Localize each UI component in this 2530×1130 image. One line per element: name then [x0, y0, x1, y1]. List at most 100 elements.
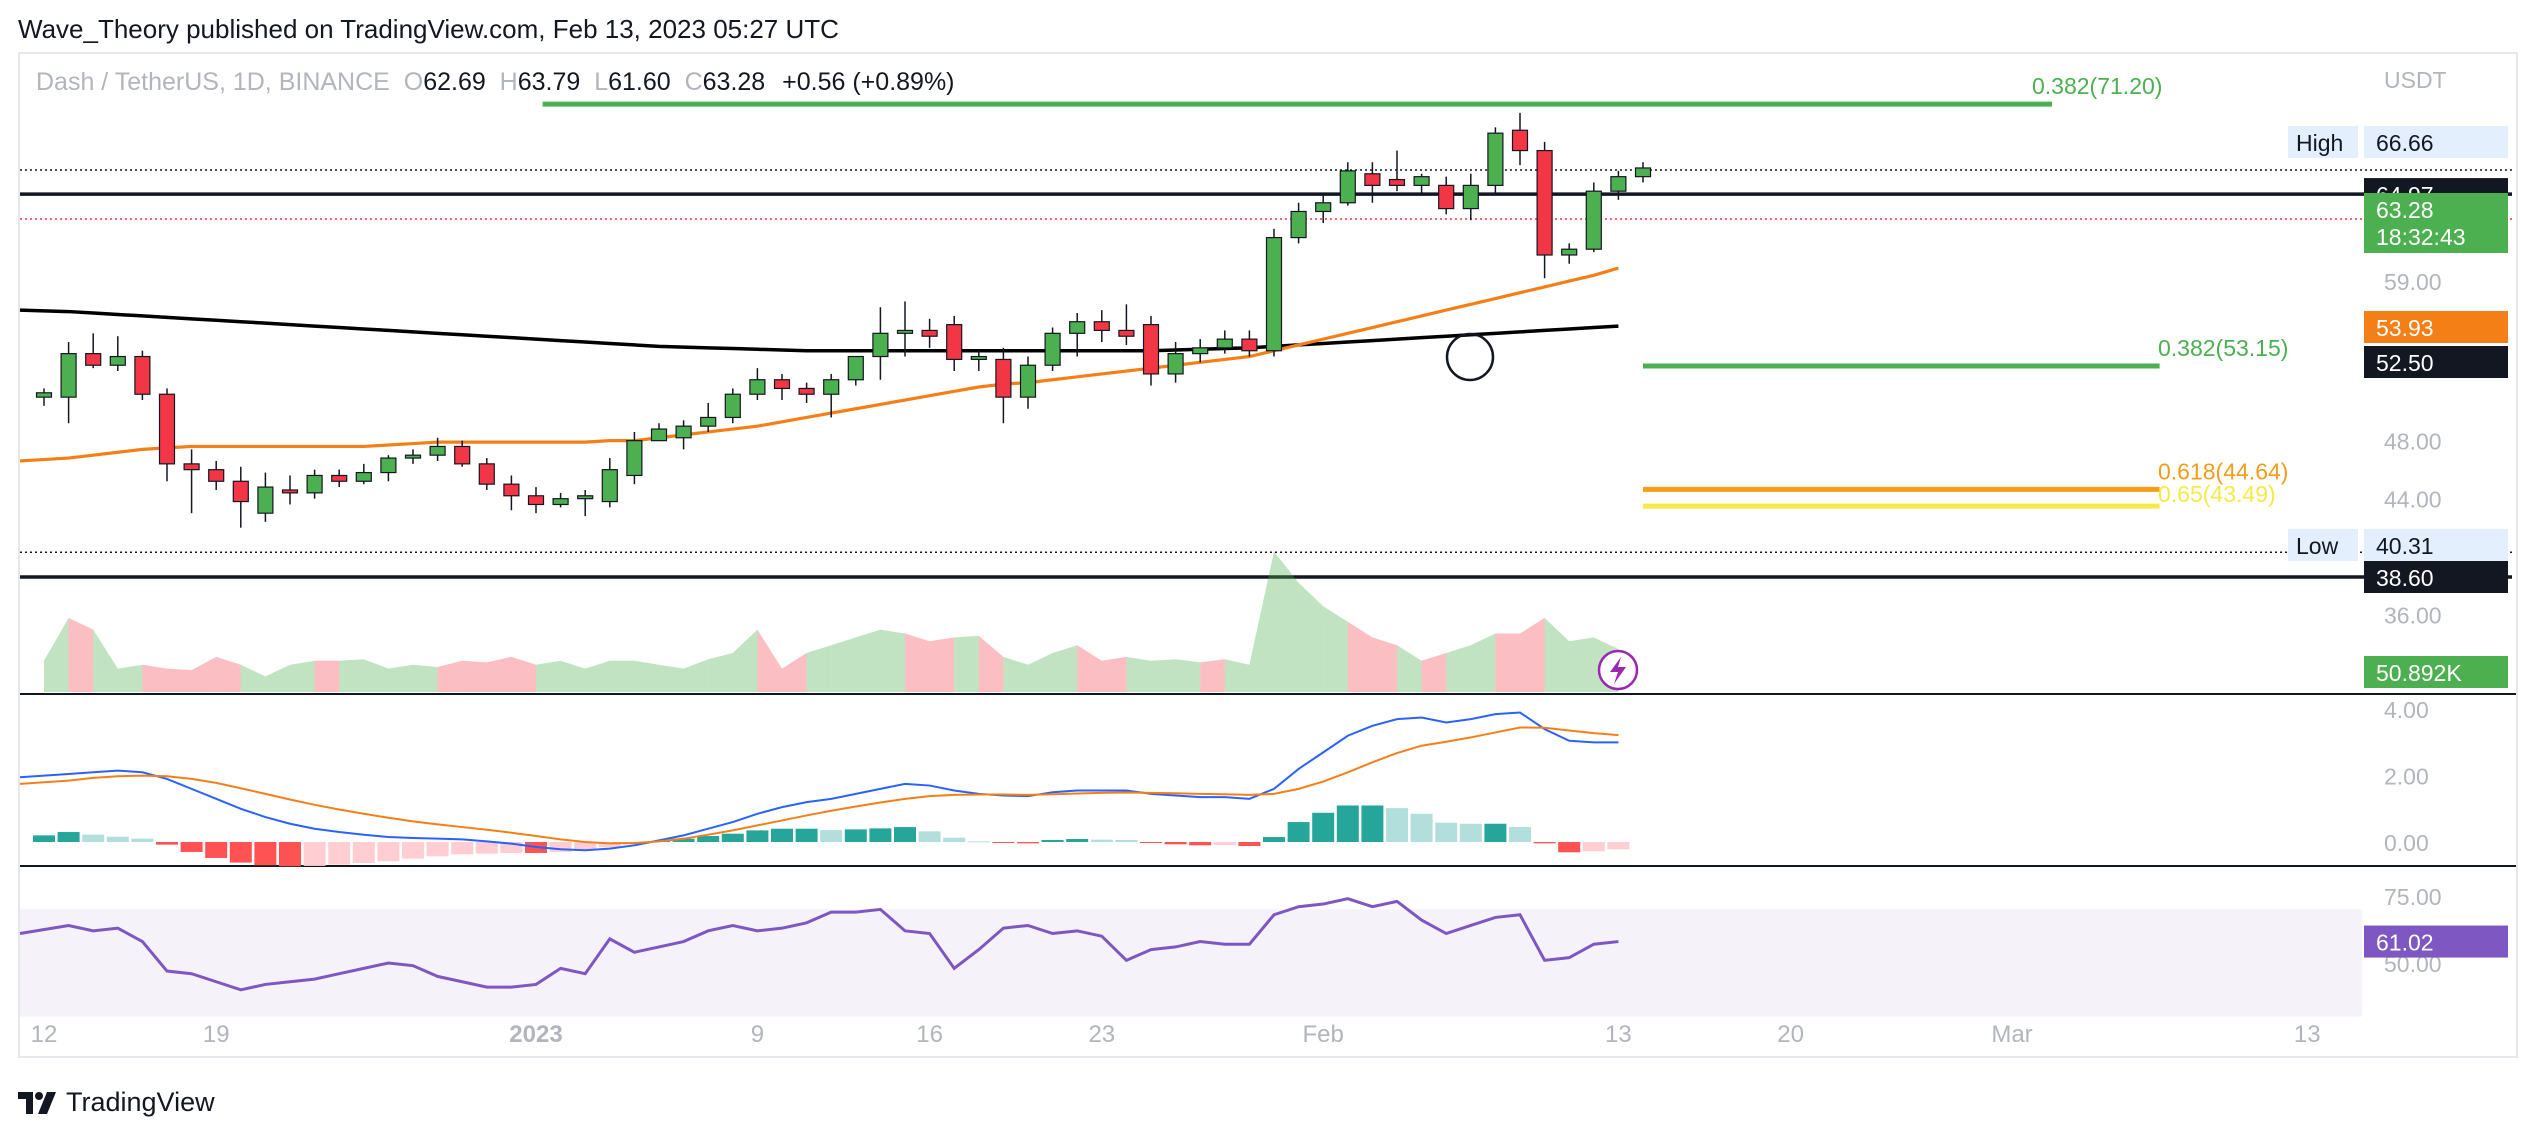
macd-histogram-bar	[1484, 823, 1507, 842]
volume-area-segment	[1569, 637, 1594, 692]
tradingview-brand: TradingView	[66, 1087, 215, 1117]
volume-area-segment	[708, 653, 733, 692]
volume-area-segment	[1101, 656, 1127, 692]
macd-histogram-bar	[1238, 842, 1261, 846]
macd-histogram-bar	[894, 827, 916, 842]
macd-histogram-bar	[795, 828, 818, 842]
volume-area-segment	[757, 629, 782, 692]
volume-area-segment	[1151, 659, 1176, 692]
candle-body	[454, 445, 471, 465]
price-tick-label: 44.00	[2384, 487, 2442, 513]
volume-area-segment	[117, 664, 143, 692]
macd-histogram-bar	[672, 838, 695, 842]
candle-body	[700, 416, 717, 427]
macd-histogram-bar	[33, 835, 55, 842]
candle-body	[1241, 338, 1258, 352]
macd-histogram-bar	[992, 842, 1015, 843]
macd-histogram-bar	[352, 842, 375, 863]
macd-histogram-bar	[1090, 839, 1113, 842]
candle-body	[872, 332, 889, 358]
candle-body	[1339, 170, 1356, 204]
volume-area-segment	[1421, 653, 1447, 692]
macd-histogram-bar	[771, 828, 793, 842]
macd-histogram-bar	[402, 842, 424, 859]
volume-area-segment	[1372, 637, 1397, 692]
candle-body	[1044, 332, 1061, 366]
extreme-value-tag	[2364, 126, 2508, 158]
volume-area-segment	[1495, 633, 1520, 692]
candle-body	[1118, 329, 1135, 337]
date-axis-label: Mar	[1991, 1021, 2032, 1048]
candle-body	[724, 393, 741, 419]
fib-level-label: 0.382(53.15)	[2158, 335, 2288, 361]
extreme-value-label: 40.31	[2376, 533, 2434, 559]
macd-histogram-bar	[844, 829, 867, 842]
macd-histogram-bar	[1115, 840, 1138, 842]
symbol-name[interactable]: Dash / TetherUS, 1D, BINANCE	[36, 68, 390, 96]
volume-area-segment	[1274, 551, 1299, 692]
date-axis-label: 19	[203, 1021, 230, 1048]
low-value: 61.60	[608, 68, 671, 96]
price-axis-tag	[2364, 346, 2508, 378]
volume-area-segment	[68, 617, 94, 692]
macd-histogram-bar	[205, 842, 228, 858]
candle-body	[1290, 210, 1307, 239]
candle-body	[478, 463, 495, 485]
macd-histogram-bar	[1435, 822, 1458, 842]
candle-body	[601, 469, 618, 503]
candle-body	[1315, 202, 1332, 213]
candle-body	[896, 329, 914, 334]
volume-area-segment	[855, 629, 881, 692]
candle-body	[1585, 190, 1602, 250]
change-value: +0.56 (+0.89%)	[782, 68, 955, 96]
macd-histogram-bar	[451, 842, 474, 855]
candle-body	[85, 353, 102, 366]
volume-area-segment	[1077, 645, 1102, 692]
last-price-value: 63.28	[2376, 197, 2434, 223]
candle-body	[1069, 321, 1086, 334]
volume-area-segment	[1298, 582, 1324, 692]
macd-histogram-bar	[574, 842, 597, 851]
candle-body	[1610, 176, 1627, 192]
volume-area-segment	[1052, 645, 1078, 692]
macd-histogram-bar	[1164, 842, 1187, 845]
rsi-tick-label: 75.00	[2384, 884, 2442, 910]
candle-body	[823, 379, 840, 395]
date-axis-label: Feb	[1303, 1021, 1344, 1048]
volume-area-segment	[1200, 659, 1225, 692]
candle-body	[1634, 167, 1652, 178]
extreme-text-tag	[2288, 126, 2358, 158]
volume-area-segment	[536, 660, 561, 692]
volume-area-segment	[1470, 633, 1496, 692]
volume-area-segment	[782, 653, 807, 692]
candle-body	[1093, 321, 1110, 332]
candle-body	[798, 387, 815, 395]
extreme-text-tag	[2288, 529, 2358, 561]
macd-histogram-bar	[1336, 805, 1359, 842]
volume-area-segment	[437, 660, 463, 692]
macd-histogram-bar	[1041, 840, 1064, 842]
candle-body	[1462, 184, 1479, 210]
candle-body	[404, 454, 422, 459]
candle-body	[1265, 236, 1283, 352]
candle-body	[577, 495, 594, 500]
symbol-legend: Dash / TetherUS, 1D, BINANCE O62.69 H63.…	[36, 68, 955, 97]
price-axis-value: 38.60	[2376, 565, 2434, 591]
candle-body	[1019, 364, 1037, 398]
macd-histogram-bar	[1386, 808, 1408, 842]
rsi-band	[20, 909, 2362, 1017]
candle-body	[429, 445, 446, 456]
candle-body	[503, 483, 520, 497]
volume-area-segment	[1347, 621, 1373, 692]
macd-histogram-bar	[426, 842, 449, 857]
volume-area-segment	[290, 660, 315, 692]
macd-histogram-bar	[1410, 813, 1433, 842]
macd-histogram-bar	[328, 842, 351, 865]
macd-histogram-bar	[918, 831, 941, 842]
volume-area-segment	[1544, 617, 1570, 692]
macd-histogram-bar	[82, 834, 105, 842]
candle-body	[1536, 149, 1553, 256]
candle-body	[1388, 178, 1406, 186]
price-tick-label: 59.00	[2384, 269, 2442, 295]
